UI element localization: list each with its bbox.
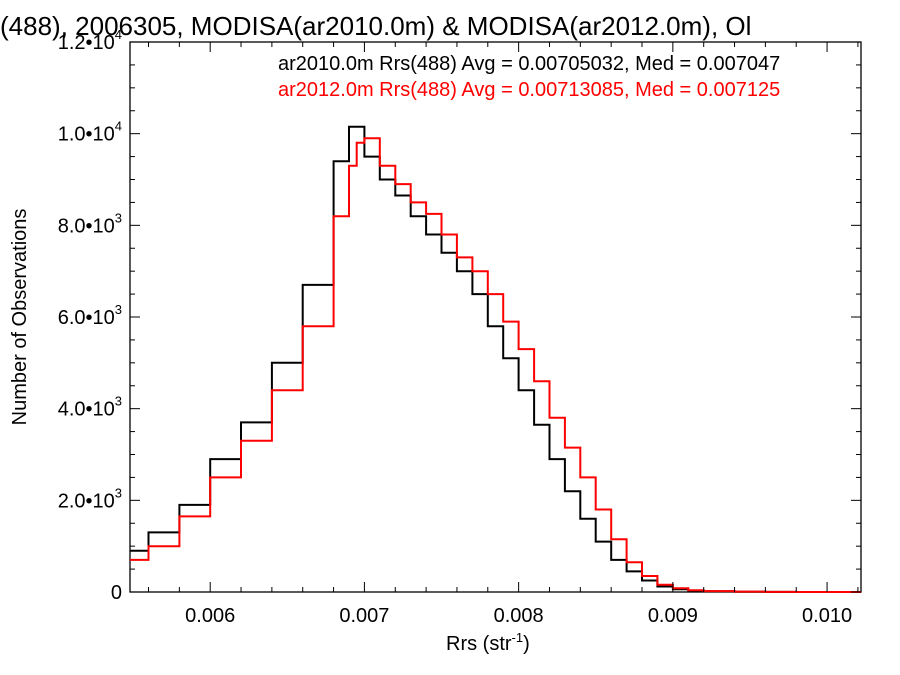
x-axis-label-exponent: -1 (512, 630, 524, 645)
x-axis-label-text: Rrs (str (446, 633, 512, 655)
y-axis-label: Number of Observations (9, 209, 31, 426)
x-axis-label-close: ) (523, 633, 530, 655)
x-tick-label: 0.006 (185, 605, 235, 627)
y-tick-label: 0 (111, 582, 122, 604)
y-tick-label: 2.0•103 (58, 485, 122, 512)
ticks-group: 0.006 0.007 0.008 0.009 0.010 0 2.0•103 4.0•103… (58, 27, 861, 627)
x-tick-label: 0.010 (802, 605, 852, 627)
y-tick-label: 4.0•103 (58, 394, 122, 421)
y-tick-label: 1.2•104 (58, 27, 122, 54)
plot-frame (129, 41, 862, 593)
series-group (130, 125, 861, 593)
legend-entry-ar2012: ar2012.0m Rrs(488) Avg = 0.00713085, Med… (278, 79, 780, 101)
y-tick-label: 1.0•104 (58, 119, 122, 146)
chart-title: (488), 2006305, MODISA(ar2010.0m) & MODI… (0, 11, 751, 41)
x-tick-label: 0.008 (494, 605, 544, 627)
y-tick-label: 8.0•103 (58, 210, 122, 237)
x-axis-label: Rrs (str-1) (446, 630, 530, 655)
y-tick-label: 6.0•103 (58, 302, 122, 329)
x-tick-label: 0.009 (648, 605, 698, 627)
x-tick-label: 0.007 (339, 605, 389, 627)
legend-entry-ar2010: ar2010.0m Rrs(488) Avg = 0.00705032, Med… (278, 53, 780, 75)
series-line-1 (130, 137, 861, 593)
series-line-0 (130, 125, 861, 593)
